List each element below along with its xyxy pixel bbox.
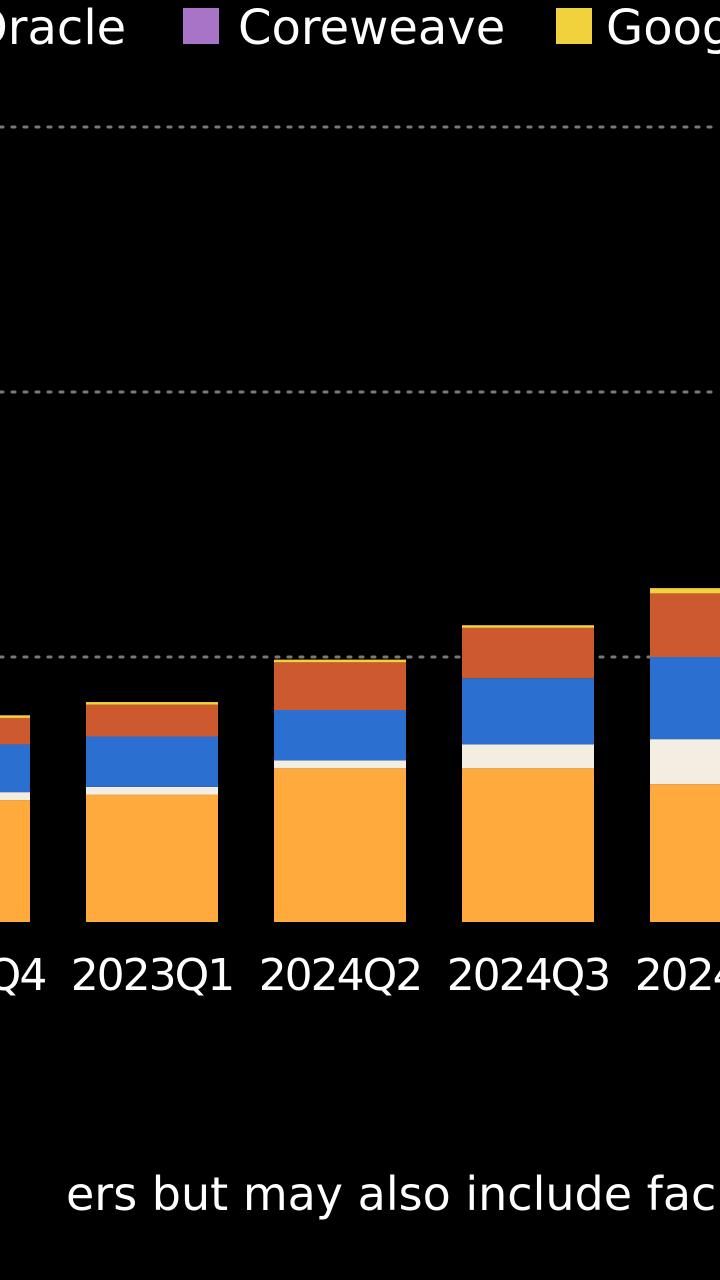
- bar-segment-2024q4-oracle: [650, 593, 720, 657]
- bar-segment-2024q3-google: [462, 625, 594, 628]
- bar-segment-2023q4-oracle: [0, 717, 30, 745]
- bar-segment-2024q4-google: [650, 588, 720, 594]
- x-tick-label-2024q2: 2024Q2: [259, 950, 422, 1001]
- x-tick-label-2023q4: 2023Q4: [0, 950, 45, 1001]
- chart-footnote: ers but may also include facilities: [66, 1167, 720, 1221]
- bar-segment-2023q4-google: [0, 715, 30, 718]
- x-tick-label-2023q1: 2023Q1: [71, 950, 234, 1001]
- bar-segment-2023q1-white-segment: [86, 786, 218, 795]
- bar-segment-2024q3-base: [462, 768, 594, 922]
- x-tick-label-2024q3: 2024Q3: [447, 950, 610, 1001]
- bar-segment-2024q2-white-segment: [274, 760, 406, 769]
- legend-label-coreweave: Coreweave: [238, 0, 505, 56]
- bar-segment-2024q4-base: [650, 784, 720, 922]
- bar-segment-2024q2-oracle: [274, 662, 406, 710]
- bar-segment-2023q4-blue-segment: [0, 744, 30, 793]
- legend-swatch-coreweave: [183, 8, 219, 44]
- bar-segment-2024q2-base: [274, 768, 406, 922]
- legend-swatch-google: [556, 8, 592, 44]
- bar-segment-2023q1-google: [86, 702, 218, 705]
- legend-label-oracle: Oracle: [0, 0, 126, 56]
- bar-segment-2024q2-blue-segment: [274, 710, 406, 761]
- bar-segment-2024q2-google: [274, 659, 406, 663]
- bar-segment-2024q3-oracle: [462, 627, 594, 679]
- bar-segment-2023q4-white-segment: [0, 792, 30, 801]
- bar-segment-2024q3-blue-segment: [462, 678, 594, 745]
- bar-segment-2024q3-white-segment: [462, 744, 594, 769]
- legend-label-google: Google: [606, 0, 720, 56]
- bar-segment-2023q1-oracle: [86, 704, 218, 737]
- bar-segment-2023q1-base: [86, 794, 218, 922]
- bar-segment-2023q1-blue-segment: [86, 736, 218, 787]
- x-tick-label-2024q4: 2024Q4: [635, 950, 720, 1001]
- bar-segment-2024q4-blue-segment: [650, 657, 720, 740]
- bar-segment-2023q4-base: [0, 800, 30, 922]
- bar-segment-2024q4-white-segment: [650, 739, 720, 785]
